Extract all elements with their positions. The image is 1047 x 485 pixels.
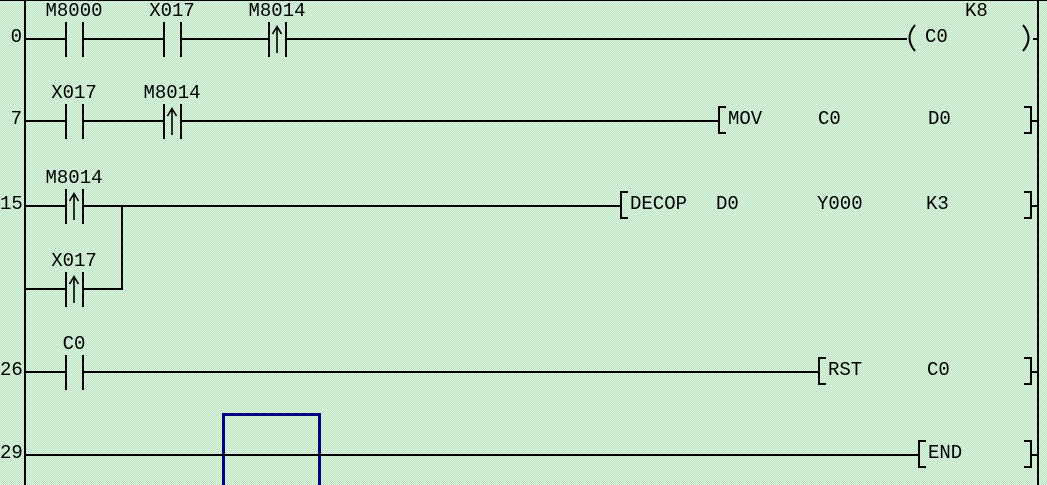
- right-power-rail: [1037, 0, 1039, 485]
- contact-rising-pulse[interactable]: M8014: [248, 2, 306, 57]
- mnemonic: DECOP: [630, 193, 688, 215]
- operand: K3: [926, 193, 949, 215]
- contact-bar: [180, 104, 182, 139]
- contact-no[interactable]: X017: [51, 84, 97, 139]
- wire: [84, 288, 123, 290]
- wire: [1030, 120, 1039, 122]
- wire: [26, 288, 65, 290]
- mnemonic: MOV: [728, 108, 763, 130]
- operand: D0: [928, 108, 951, 130]
- wire: [1030, 205, 1039, 207]
- rising-edge-arrow-icon: [271, 24, 283, 53]
- wire: [26, 120, 65, 122]
- counter-coil[interactable]: C0 K8: [903, 2, 1035, 52]
- mnemonic: RST: [828, 359, 863, 381]
- contact-no[interactable]: C0: [63, 335, 85, 390]
- contact-bar: [268, 22, 270, 57]
- contact-no[interactable]: X017: [149, 2, 195, 57]
- operand: C0: [927, 359, 950, 381]
- operand: C0: [818, 108, 841, 130]
- contact-bar: [82, 104, 84, 139]
- contact-bar: [65, 189, 67, 224]
- device-label: X017: [51, 82, 97, 104]
- wire: [84, 38, 163, 40]
- device-label: M8014: [248, 0, 306, 22]
- contact-bar: [82, 22, 84, 57]
- contact-bar: [65, 272, 67, 307]
- top-border: [0, 0, 1047, 1]
- rung-number: 0: [10, 26, 22, 48]
- wire: [1033, 38, 1039, 40]
- rung-number: 29: [0, 442, 23, 464]
- device-label: C0: [62, 333, 86, 355]
- coil-close-paren-icon: [1022, 24, 1030, 52]
- device-label: M8014: [45, 167, 103, 189]
- wire: [26, 454, 918, 456]
- rung-number: 7: [10, 108, 22, 130]
- instruction-mov[interactable]: MOV C0 D0: [718, 106, 1032, 134]
- coil-preset: K8: [965, 0, 988, 22]
- contact-bar: [65, 104, 67, 139]
- left-power-rail: [24, 0, 26, 485]
- contact-bar: [82, 355, 84, 390]
- wire: [182, 120, 718, 122]
- coil-device: C0: [925, 26, 948, 48]
- device-label: M8014: [143, 82, 201, 104]
- device-label: M8000: [45, 0, 103, 22]
- instruction-rst[interactable]: RST C0: [818, 357, 1032, 385]
- mnemonic: END: [928, 442, 963, 464]
- operand: Y000: [817, 193, 863, 215]
- wire: [1030, 371, 1039, 373]
- wire: [84, 371, 818, 373]
- wire: [84, 120, 163, 122]
- instruction-open-bracket-icon: [718, 106, 726, 134]
- wire: [26, 38, 65, 40]
- instruction-open-bracket-icon: [818, 357, 826, 385]
- contact-bar: [65, 22, 67, 57]
- rung-number: 26: [0, 359, 23, 381]
- contact-rising-pulse[interactable]: X017: [51, 252, 97, 307]
- contact-bar: [65, 355, 67, 390]
- instruction-open-bracket-icon: [620, 191, 628, 219]
- contact-bar: [163, 22, 165, 57]
- wire: [287, 38, 907, 40]
- rising-edge-arrow-icon: [68, 274, 80, 303]
- instruction-end[interactable]: END: [918, 440, 1032, 468]
- contact-no[interactable]: M8000: [45, 2, 103, 57]
- contact-bar: [82, 189, 84, 224]
- instruction-open-bracket-icon: [918, 440, 926, 468]
- device-label: X017: [51, 250, 97, 272]
- device-label: X017: [149, 0, 195, 22]
- instruction-decop[interactable]: DECOP D0 Y000 K3: [620, 191, 1032, 219]
- contact-bar: [180, 22, 182, 57]
- contact-rising-pulse[interactable]: M8014: [45, 169, 103, 224]
- edit-cursor[interactable]: [222, 413, 321, 485]
- wire: [26, 371, 65, 373]
- rising-edge-arrow-icon: [166, 106, 178, 135]
- wire: [26, 205, 65, 207]
- wire: [182, 38, 268, 40]
- branch-wire: [121, 205, 123, 290]
- operand: D0: [716, 193, 739, 215]
- contact-bar: [285, 22, 287, 57]
- rung-number: 15: [0, 193, 23, 215]
- contact-bar: [82, 272, 84, 307]
- wire: [84, 205, 620, 207]
- rising-edge-arrow-icon: [68, 191, 80, 220]
- coil-open-paren-icon: [908, 24, 916, 52]
- wire: [1030, 454, 1039, 456]
- contact-rising-pulse[interactable]: M8014: [143, 84, 201, 139]
- contact-bar: [163, 104, 165, 139]
